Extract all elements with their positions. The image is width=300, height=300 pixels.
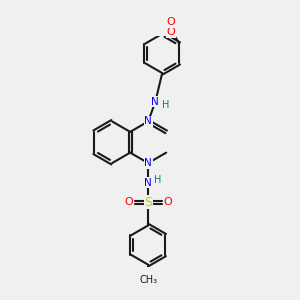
Text: S: S (144, 196, 152, 209)
Text: H: H (154, 176, 162, 185)
Text: H: H (162, 100, 169, 110)
Text: N: N (152, 97, 159, 107)
Text: N: N (144, 178, 152, 188)
Text: O: O (167, 27, 176, 37)
Text: O: O (166, 17, 175, 27)
Text: CH₃: CH₃ (139, 275, 157, 285)
Text: N: N (144, 158, 152, 168)
Text: N: N (144, 116, 152, 127)
Text: O: O (163, 197, 172, 207)
Text: O: O (124, 197, 133, 207)
